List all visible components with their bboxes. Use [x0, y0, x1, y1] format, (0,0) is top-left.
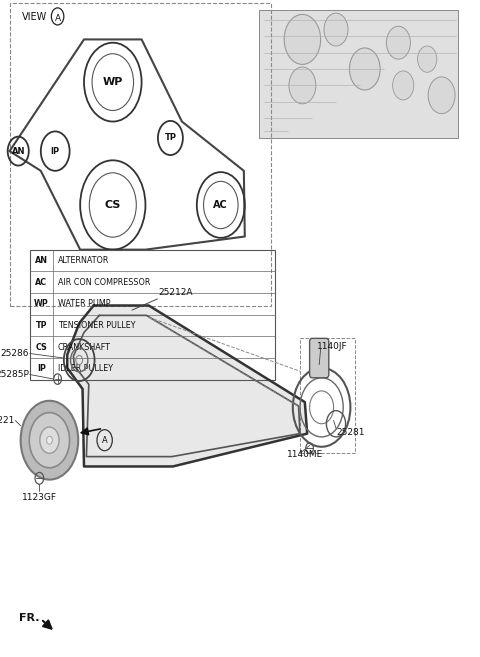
- FancyBboxPatch shape: [259, 10, 458, 138]
- Text: TP: TP: [164, 133, 176, 143]
- Circle shape: [284, 14, 321, 64]
- Circle shape: [40, 427, 59, 453]
- Circle shape: [289, 67, 316, 104]
- Text: 25286: 25286: [0, 349, 29, 358]
- Text: TP: TP: [36, 321, 47, 330]
- Text: 25281: 25281: [336, 428, 364, 437]
- Circle shape: [349, 48, 380, 90]
- Text: AIR CON COMPRESSOR: AIR CON COMPRESSOR: [58, 278, 150, 286]
- Text: ALTERNATOR: ALTERNATOR: [58, 256, 109, 265]
- FancyBboxPatch shape: [310, 338, 329, 378]
- Bar: [10, 3, 271, 306]
- Text: WATER PUMP: WATER PUMP: [58, 300, 110, 308]
- Bar: [30, 250, 275, 380]
- Text: 25212A: 25212A: [158, 288, 193, 297]
- Text: A: A: [55, 14, 60, 23]
- Circle shape: [21, 401, 78, 480]
- Text: AC: AC: [35, 278, 48, 286]
- Bar: [300, 338, 355, 453]
- Circle shape: [393, 71, 414, 100]
- Text: CRANKSHAFT: CRANKSHAFT: [58, 343, 110, 351]
- Circle shape: [29, 413, 70, 468]
- Text: 1140JF: 1140JF: [317, 342, 348, 351]
- Text: VIEW: VIEW: [22, 12, 47, 22]
- Circle shape: [47, 436, 52, 444]
- Text: CS: CS: [105, 200, 121, 210]
- Text: IP: IP: [50, 147, 60, 156]
- Text: 1140ME: 1140ME: [287, 450, 324, 459]
- Text: TENSIONER PULLEY: TENSIONER PULLEY: [58, 321, 135, 330]
- Text: AC: AC: [214, 200, 228, 210]
- Text: CS: CS: [36, 343, 47, 351]
- Text: AN: AN: [35, 256, 48, 265]
- Circle shape: [428, 77, 455, 114]
- Text: IP: IP: [37, 365, 46, 373]
- Text: WP: WP: [34, 300, 48, 308]
- Text: 25285P: 25285P: [0, 370, 29, 379]
- Text: 1123GF: 1123GF: [22, 493, 57, 502]
- Text: 25221: 25221: [0, 416, 14, 425]
- Polygon shape: [67, 306, 307, 466]
- Text: AN: AN: [12, 147, 25, 156]
- Circle shape: [324, 13, 348, 46]
- Text: IDLER PULLEY: IDLER PULLEY: [58, 365, 113, 373]
- Circle shape: [386, 26, 410, 59]
- Text: A: A: [102, 436, 108, 445]
- Circle shape: [418, 46, 437, 72]
- Text: WP: WP: [103, 77, 123, 87]
- Text: FR.: FR.: [19, 612, 40, 623]
